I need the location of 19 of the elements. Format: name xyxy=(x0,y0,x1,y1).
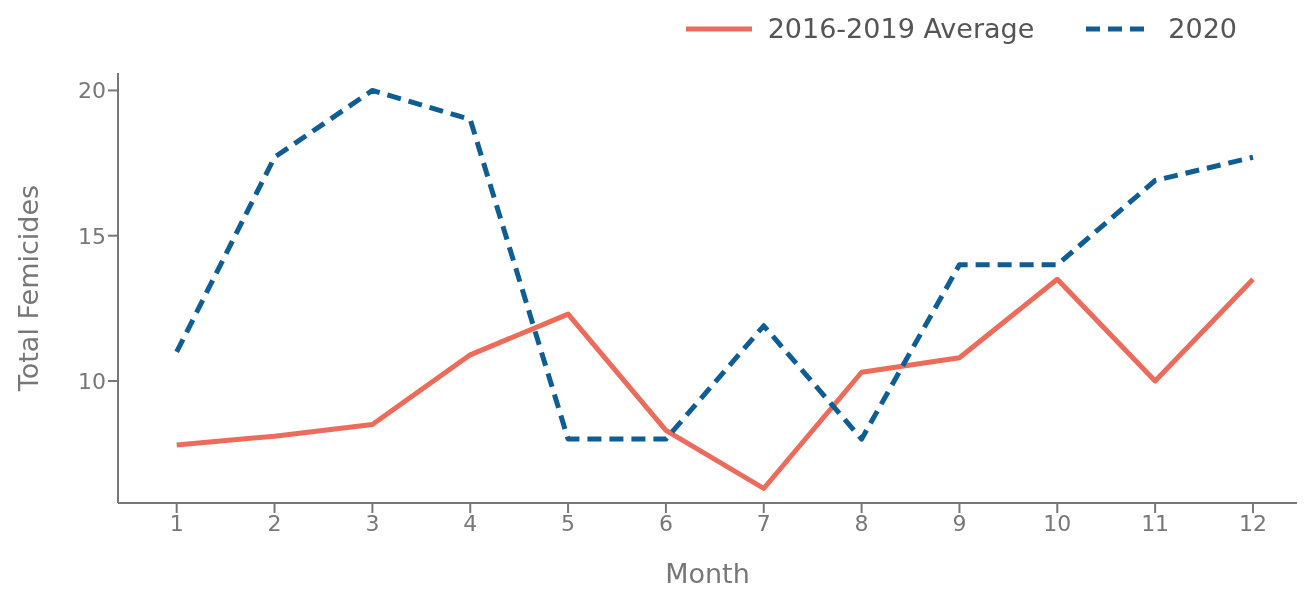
x-tick-label: 12 xyxy=(1238,510,1267,536)
x-tick-label: 7 xyxy=(756,510,771,536)
y-tick-label: 20 xyxy=(78,78,106,104)
x-tick-label: 4 xyxy=(463,510,478,536)
x-tick-label: 2 xyxy=(267,510,282,536)
x-tick-label: 9 xyxy=(952,510,967,536)
legend-label: 2016-2019 Average xyxy=(767,13,1035,44)
x-tick-label: 6 xyxy=(658,510,673,536)
legend-label: 2020 xyxy=(1168,13,1237,44)
x-tick-label: 10 xyxy=(1043,510,1072,536)
x-tick-label: 11 xyxy=(1141,510,1170,536)
x-tick-label: 5 xyxy=(561,510,576,536)
x-tick-label: 8 xyxy=(854,510,869,536)
y-tick-label: 15 xyxy=(78,223,106,249)
x-tick-label: 1 xyxy=(169,510,184,536)
x-tick-label: 3 xyxy=(365,510,380,536)
x-axis-title: Month xyxy=(665,558,750,589)
y-tick-label: 10 xyxy=(78,368,106,394)
y-axis-title: Total Femicides xyxy=(12,184,44,393)
